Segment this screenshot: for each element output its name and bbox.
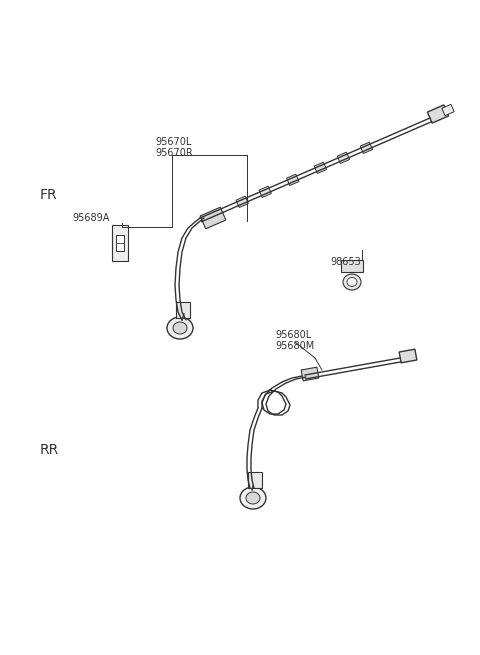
Ellipse shape (246, 492, 260, 504)
Ellipse shape (173, 322, 187, 334)
Bar (259, 186, 271, 198)
Text: 95670R: 95670R (155, 148, 193, 158)
Bar (337, 152, 349, 164)
Bar (399, 349, 417, 363)
Bar (248, 472, 262, 488)
Text: 95670L: 95670L (155, 137, 192, 147)
Bar (287, 174, 299, 185)
Bar (301, 367, 319, 381)
Bar (200, 207, 226, 229)
Bar (112, 225, 128, 261)
Text: FR: FR (40, 188, 58, 202)
Bar (116, 235, 124, 251)
Bar (360, 142, 372, 153)
Ellipse shape (347, 278, 357, 286)
Text: 95689A: 95689A (72, 213, 109, 223)
Bar (442, 104, 454, 116)
Text: 95680L: 95680L (275, 330, 311, 340)
Ellipse shape (240, 487, 266, 509)
Text: 95680M: 95680M (275, 341, 314, 351)
Bar (236, 196, 248, 208)
Bar (341, 260, 363, 272)
Bar (314, 162, 326, 174)
Text: 98653: 98653 (330, 257, 361, 267)
Text: RR: RR (40, 443, 59, 457)
Bar (176, 302, 190, 318)
Ellipse shape (167, 317, 193, 339)
Bar (427, 105, 449, 123)
Ellipse shape (343, 274, 361, 290)
